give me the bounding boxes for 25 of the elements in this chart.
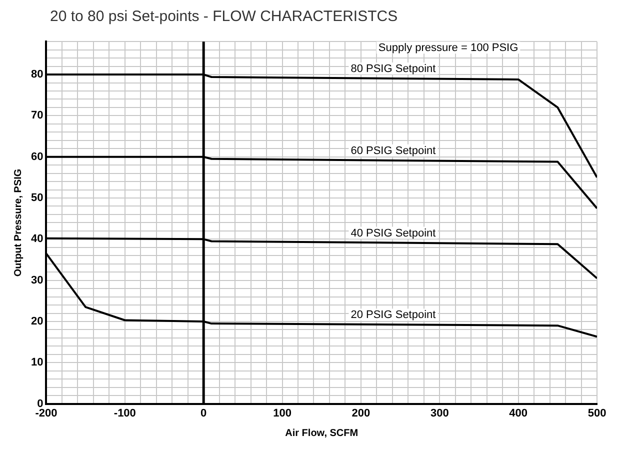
x-tick-label: 0: [200, 407, 207, 420]
x-tick-label: 100: [273, 407, 292, 420]
y-tick-label: 30: [30, 274, 44, 286]
chart-title: 20 to 80 psi Set-points - FLOW CHARACTERISTCS: [50, 8, 399, 27]
series-label: 60 PSIG Setpoint: [350, 144, 436, 157]
series-label: 80 PSIG Setpoint: [350, 62, 436, 75]
y-tick-label: 0: [37, 398, 44, 410]
x-tick-label: 500: [588, 407, 606, 420]
x-tick-label: -200: [35, 407, 58, 420]
x-axis-title: Air Flow, SCFM: [285, 428, 358, 439]
x-tick-label: 300: [430, 407, 449, 420]
y-tick-label: 50: [30, 192, 44, 204]
x-tick-label: 400: [509, 407, 528, 420]
y-tick-label: 80: [30, 68, 44, 81]
x-tick-label: -100: [114, 407, 136, 420]
y-tick-label: 10: [30, 356, 44, 369]
y-tick-label: 60: [30, 150, 44, 163]
series-label: 40 PSIG Setpoint: [350, 227, 436, 240]
x-tick-label: 200: [352, 407, 370, 420]
annotation: Supply pressure = 100 PSIG: [378, 42, 518, 54]
y-tick-label: 40: [30, 233, 44, 246]
y-axis-title: Output Pressure, PSIG: [12, 168, 24, 277]
y-tick-label: 70: [30, 110, 44, 122]
y-tick-label: 20: [30, 316, 44, 328]
series-label: 20 PSIG Setpoint: [350, 309, 436, 322]
